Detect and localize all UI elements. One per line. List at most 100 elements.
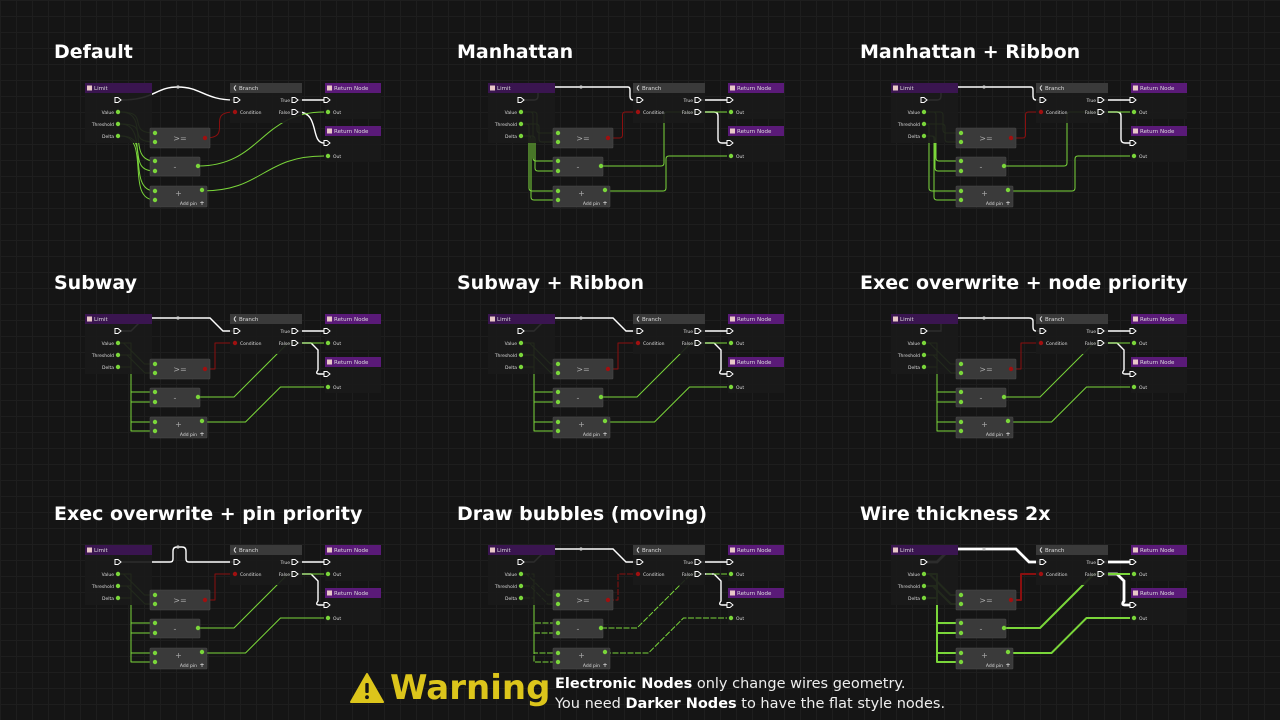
compare-node[interactable]: >= (552, 127, 614, 149)
condition-pin[interactable] (635, 109, 641, 115)
return1-out-pin[interactable] (728, 340, 734, 346)
compare-out-pin[interactable] (1008, 135, 1014, 141)
return1-out-pin[interactable] (1131, 109, 1137, 115)
subtract-a-pin[interactable] (152, 620, 158, 626)
false-pin[interactable] (1097, 109, 1105, 115)
return-node-1[interactable]: Return Node (1131, 545, 1187, 581)
value-pin[interactable] (921, 109, 927, 115)
add-out-pin[interactable] (199, 418, 205, 424)
subtract-b-pin[interactable] (555, 630, 561, 636)
return1-out-pin[interactable] (1131, 340, 1137, 346)
return2-exec-pin[interactable] (323, 602, 331, 608)
true-pin[interactable] (1097, 97, 1105, 103)
reroute-node[interactable] (579, 547, 583, 551)
limit-exec-out-pin[interactable] (920, 328, 928, 334)
subtract-out-pin[interactable] (1001, 625, 1007, 631)
add-node[interactable]: +Add pin + (149, 647, 208, 670)
subtract-node[interactable]: - (149, 156, 201, 177)
condition-pin[interactable] (232, 571, 238, 577)
return2-exec-pin[interactable] (726, 371, 734, 377)
subtract-out-pin[interactable] (598, 163, 604, 169)
return2-exec-pin[interactable] (323, 371, 331, 377)
return-node-2[interactable]: Return Node (728, 588, 784, 624)
false-pin[interactable] (1097, 571, 1105, 577)
reroute-node[interactable] (579, 85, 583, 89)
return-node-2[interactable]: Return Node (728, 357, 784, 393)
threshold-pin[interactable] (115, 121, 121, 127)
return2-exec-pin[interactable] (1129, 371, 1137, 377)
threshold-pin[interactable] (518, 121, 524, 127)
return2-out-pin[interactable] (325, 384, 331, 390)
threshold-pin[interactable] (921, 121, 927, 127)
condition-pin[interactable] (232, 340, 238, 346)
branch-node[interactable]: Branch (230, 314, 302, 354)
subtract-node[interactable]: - (552, 387, 604, 408)
compare-node[interactable]: >= (552, 589, 614, 611)
return1-exec-pin[interactable] (323, 328, 331, 334)
add-node[interactable]: +Add pin + (552, 647, 611, 670)
add-a-pin[interactable] (152, 188, 158, 194)
return1-out-pin[interactable] (325, 340, 331, 346)
return2-exec-pin[interactable] (726, 140, 734, 146)
add-out-pin[interactable] (602, 418, 608, 424)
subtract-node[interactable]: - (552, 618, 604, 639)
add-out-pin[interactable] (1005, 649, 1011, 655)
compare-b-pin[interactable] (555, 601, 561, 607)
compare-node[interactable]: >= (955, 358, 1017, 380)
compare-b-pin[interactable] (152, 601, 158, 607)
compare-node[interactable]: >= (552, 358, 614, 380)
return-node-1[interactable]: Return Node (728, 83, 784, 119)
return-node-1[interactable]: Return Node (1131, 314, 1187, 350)
condition-pin[interactable] (635, 571, 641, 577)
add-a-pin[interactable] (152, 650, 158, 656)
return1-exec-pin[interactable] (726, 559, 734, 565)
add-b-pin[interactable] (152, 197, 158, 203)
branch-exec-in-pin[interactable] (636, 559, 644, 565)
subtract-b-pin[interactable] (958, 168, 964, 174)
return-node-2[interactable]: Return Node (1131, 357, 1187, 393)
threshold-pin[interactable] (921, 352, 927, 358)
add-a-pin[interactable] (555, 650, 561, 656)
subtract-a-pin[interactable] (958, 620, 964, 626)
return-node-1[interactable]: Return Node (325, 545, 381, 581)
value-pin[interactable] (115, 109, 121, 115)
value-pin[interactable] (921, 340, 927, 346)
limit-exec-out-pin[interactable] (920, 97, 928, 103)
return1-out-pin[interactable] (728, 109, 734, 115)
false-pin[interactable] (694, 340, 702, 346)
branch-exec-in-pin[interactable] (1039, 328, 1047, 334)
branch-exec-in-pin[interactable] (636, 328, 644, 334)
compare-out-pin[interactable] (605, 366, 611, 372)
subtract-node[interactable]: - (149, 387, 201, 408)
add-out-pin[interactable] (199, 187, 205, 193)
delta-pin[interactable] (921, 133, 927, 139)
return1-out-pin[interactable] (1131, 571, 1137, 577)
compare-b-pin[interactable] (958, 139, 964, 145)
add-b-pin[interactable] (555, 428, 561, 434)
branch-node[interactable]: Branch (633, 314, 705, 354)
return-node-2[interactable]: Return Node (325, 126, 381, 162)
return1-out-pin[interactable] (325, 571, 331, 577)
compare-a-pin[interactable] (152, 592, 158, 598)
add-out-pin[interactable] (602, 187, 608, 193)
true-pin[interactable] (291, 559, 299, 565)
subtract-out-pin[interactable] (195, 625, 201, 631)
value-pin[interactable] (518, 340, 524, 346)
compare-a-pin[interactable] (152, 361, 158, 367)
reroute-node[interactable] (176, 85, 180, 89)
compare-out-pin[interactable] (605, 135, 611, 141)
subtract-b-pin[interactable] (958, 630, 964, 636)
subtract-out-pin[interactable] (195, 163, 201, 169)
subtract-b-pin[interactable] (555, 168, 561, 174)
subtract-a-pin[interactable] (555, 620, 561, 626)
add-node[interactable]: +Add pin + (955, 416, 1014, 439)
add-node[interactable]: +Add pin + (552, 416, 611, 439)
subtract-a-pin[interactable] (958, 389, 964, 395)
add-a-pin[interactable] (958, 650, 964, 656)
branch-exec-in-pin[interactable] (233, 97, 241, 103)
limit-exec-out-pin[interactable] (517, 559, 525, 565)
limit-exec-out-pin[interactable] (517, 97, 525, 103)
return-node-1[interactable]: Return Node (325, 83, 381, 119)
compare-b-pin[interactable] (555, 139, 561, 145)
return-node-2[interactable]: Return Node (1131, 588, 1187, 624)
